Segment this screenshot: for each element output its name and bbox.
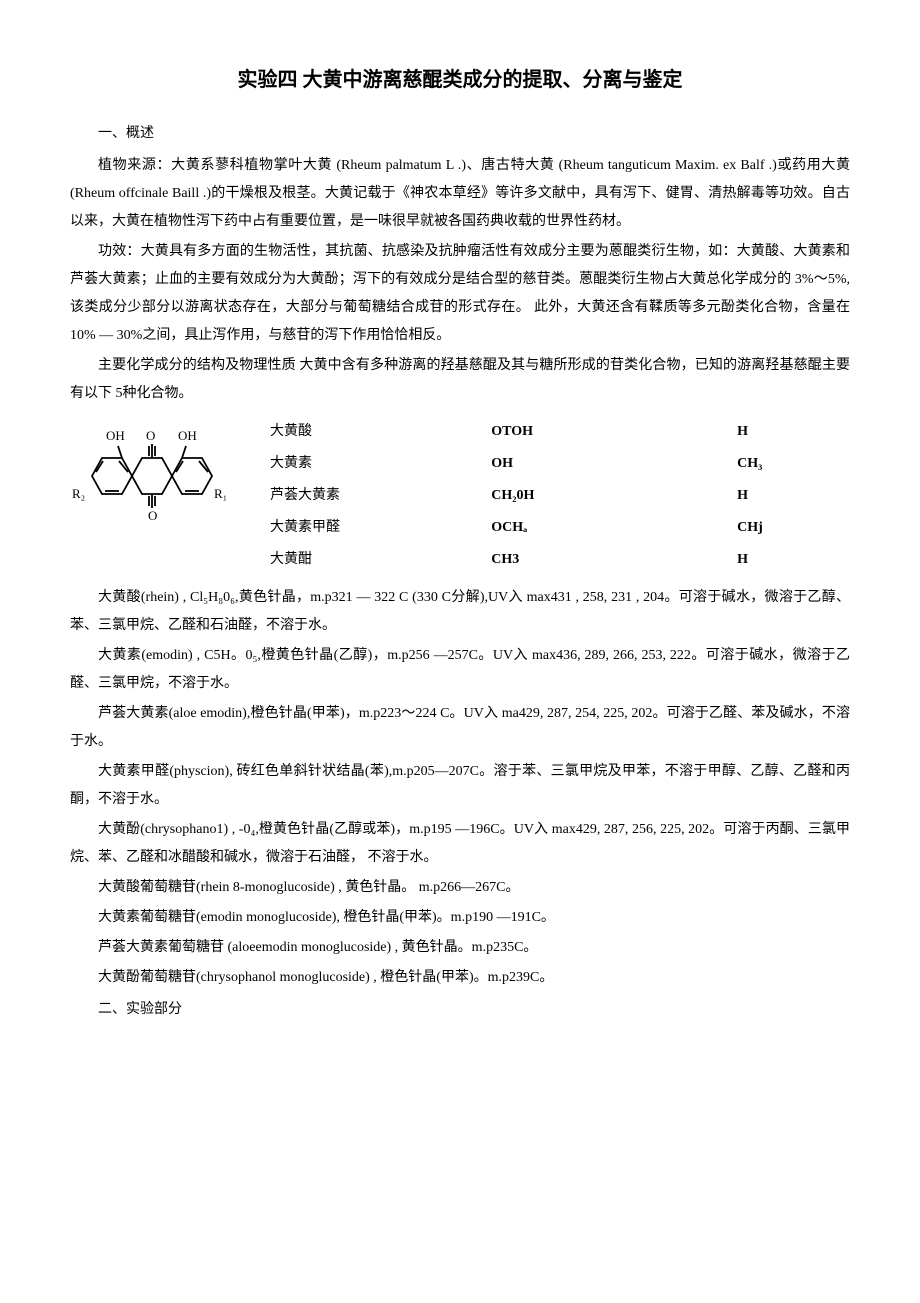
paragraph-emodin-glucoside: 大黄素葡萄糖苷(emodin monoglucoside), 橙色针晶(甲苯)。… (70, 904, 850, 932)
paragraph-aloe-emodin: 芦荟大黄素(aloe emodin),橙色针晶(甲苯)，m.p223〜224 C… (70, 700, 850, 756)
structure-block: OH O OH O R₂ R₁ 大黄酸 OTOH H 大黄素 OH CH₃ 芦荟… (70, 416, 850, 576)
paragraph-effect: 功效：大黄具有多方面的生物活性，其抗菌、抗感染及抗肿瘤活性有效成分主要为蒽醌类衍… (70, 238, 850, 350)
compound-r2: H (727, 416, 850, 448)
compound-name: 芦荟大黄素 (260, 480, 481, 512)
compound-r2: H (727, 480, 850, 512)
page-title: 实验四 大黄中游离慈醌类成分的提取、分离与鉴定 (70, 60, 850, 100)
table-row: 大黄酣 CH3 H (260, 544, 850, 576)
paragraph-aloeemodin-glucoside: 芦荟大黄素葡萄糖苷 (aloeemodin monoglucoside) , 黄… (70, 934, 850, 962)
compound-r1: OH (481, 448, 727, 480)
compound-r1: OCHₐ (481, 512, 727, 544)
compound-table: 大黄酸 OTOH H 大黄素 OH CH₃ 芦荟大黄素 CH₂0H H 大黄素甲… (260, 416, 850, 576)
label-o-top: O (146, 428, 155, 443)
label-oh-right: OH (178, 428, 197, 443)
paragraph-origin: 植物来源：大黄系蓼科植物掌叶大黄 (Rheum palmatum L .)、唐古… (70, 152, 850, 236)
paragraph-chrysophanol: 大黄酚(chrysophano1) , -0₄,橙黄色针晶(乙醇或苯)，m.p1… (70, 816, 850, 872)
table-row: 芦荟大黄素 CH₂0H H (260, 480, 850, 512)
compound-r1: OTOH (481, 416, 727, 448)
compound-r1: CH₂0H (481, 480, 727, 512)
compound-name: 大黄酣 (260, 544, 481, 576)
compound-r1: CH3 (481, 544, 727, 576)
label-oh-left: OH (106, 428, 125, 443)
label-r2: R₂ (72, 486, 85, 501)
anthraquinone-structure: OH O OH O R₂ R₁ (70, 416, 240, 547)
table-row: 大黄素 OH CH₃ (260, 448, 850, 480)
compound-r2: CH₃ (727, 448, 850, 480)
paragraph-chrysophanol-glucoside: 大黄酚葡萄糖苷(chrysophanol monoglucoside) , 橙色… (70, 964, 850, 992)
section-2-head: 二、实验部分 (70, 996, 850, 1024)
compound-r2: H (727, 544, 850, 576)
table-row: 大黄素甲醛 OCHₐ CHj (260, 512, 850, 544)
paragraph-rhein: 大黄酸(rhein) , Cl₅H₈0₆,黄色针晶，m.p321 — 322 C… (70, 584, 850, 640)
paragraph-rhein-glucoside: 大黄酸葡萄糖苷(rhein 8-monoglucoside) , 黄色针晶。 m… (70, 874, 850, 902)
compound-name: 大黄酸 (260, 416, 481, 448)
compound-name: 大黄素甲醛 (260, 512, 481, 544)
label-o-bottom: O (148, 508, 157, 523)
compound-name: 大黄素 (260, 448, 481, 480)
section-1-head: 一、概述 (70, 120, 850, 148)
paragraph-structure-intro: 主要化学成分的结构及物理性质 大黄中含有多种游离的羟基慈醌及其与糖所形成的苷类化… (70, 352, 850, 408)
paragraph-physcion: 大黄素甲醛(physcion), 砖红色单斜针状结晶(苯),m.p205—207… (70, 758, 850, 814)
paragraph-emodin: 大黄素(emodin) , C5H。0₅,橙黄色针晶(乙醇)，m.p256 —2… (70, 642, 850, 698)
compound-r2: CHj (727, 512, 850, 544)
table-row: 大黄酸 OTOH H (260, 416, 850, 448)
label-r1: R₁ (214, 486, 227, 501)
